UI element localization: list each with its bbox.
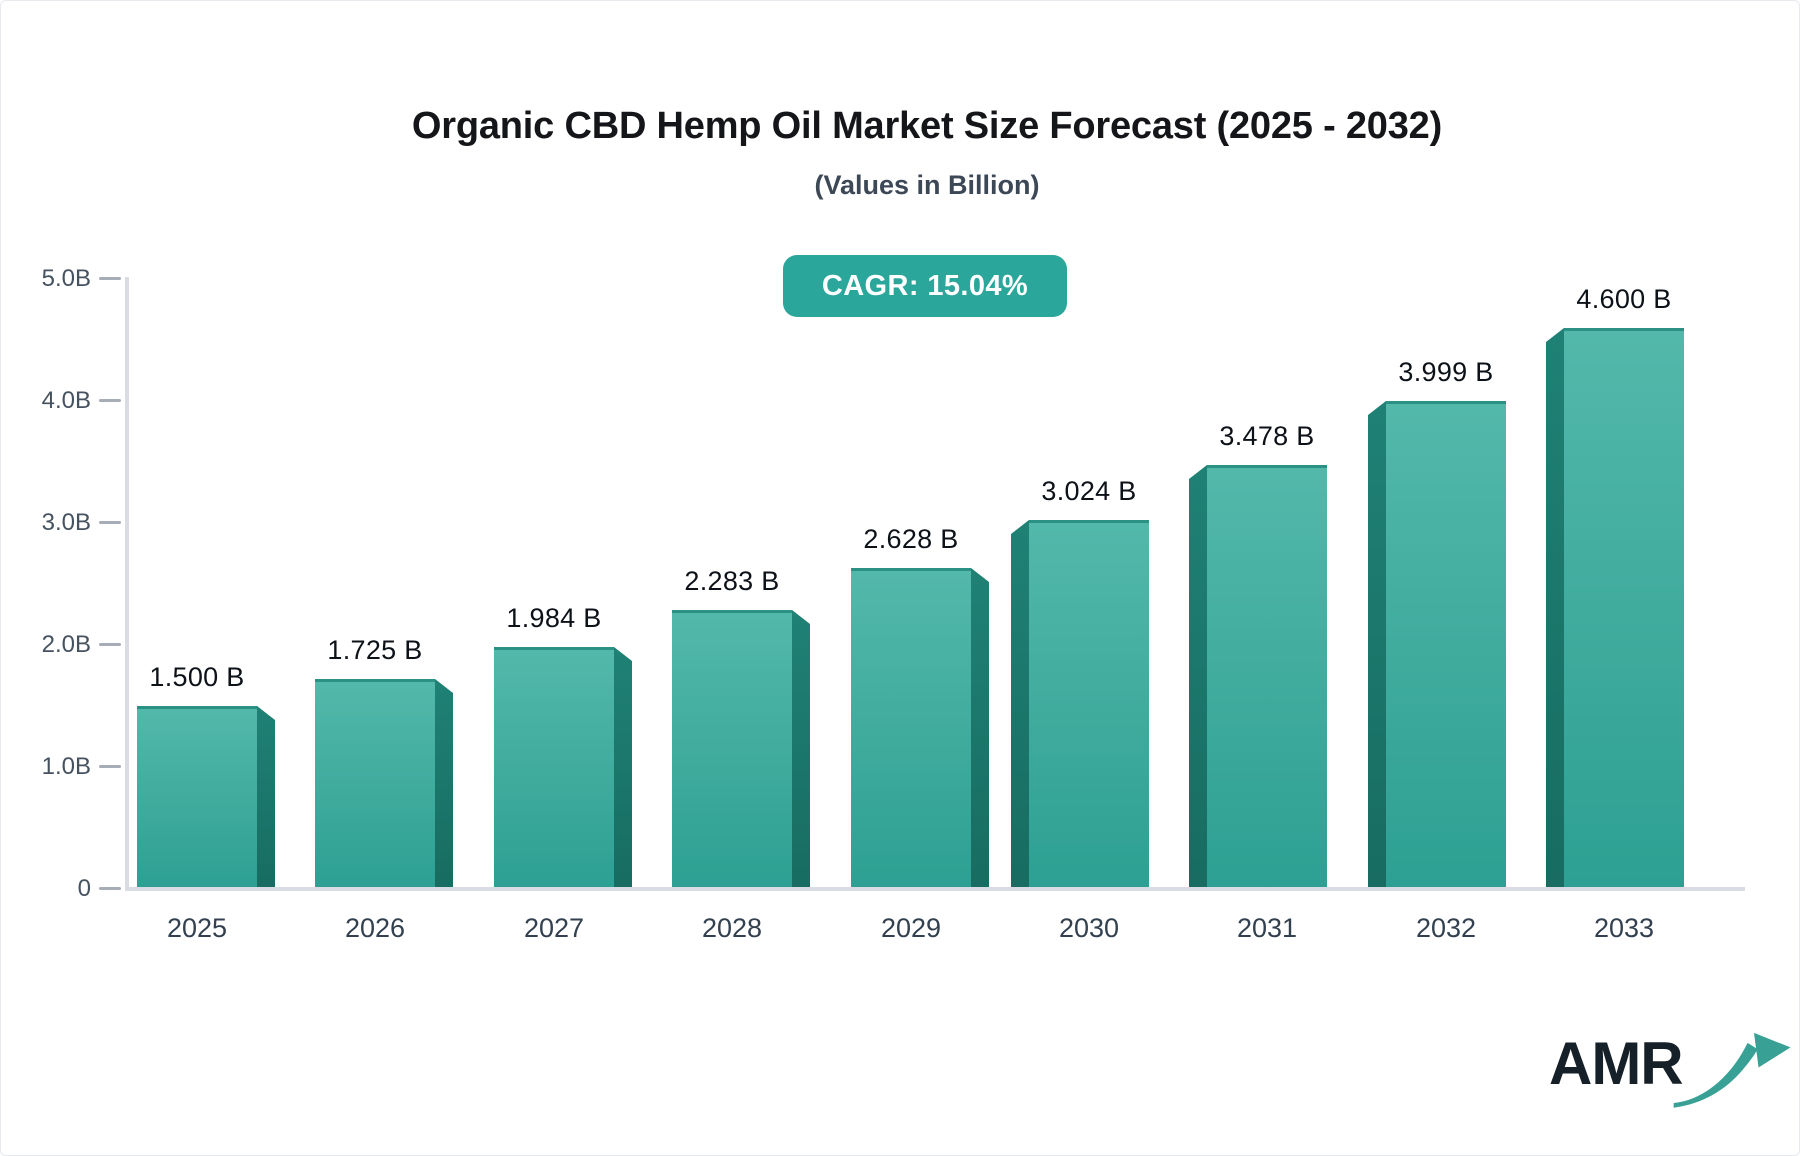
y-axis-tick-label: 1.0B <box>41 753 91 780</box>
bar-value-label: 1.984 B <box>506 603 602 633</box>
x-axis-line <box>125 887 1745 891</box>
bar-2027 <box>494 647 614 887</box>
amr-logo: AMR <box>1549 1029 1793 1115</box>
logo-arrow-icon <box>1673 1032 1791 1108</box>
bar-value-label: 4.600 B <box>1576 284 1672 314</box>
y-axis-line <box>125 277 129 889</box>
x-axis-label: 2030 <box>1058 913 1120 943</box>
x-axis-label: 2031 <box>1236 913 1298 943</box>
bar-2028 <box>672 610 792 887</box>
bar-side-2025 <box>257 706 275 887</box>
bar-side-2026 <box>435 679 453 887</box>
bar-value-label: 1.725 B <box>327 635 423 665</box>
bar-2025 <box>137 706 257 887</box>
bar-value-label: 3.024 B <box>1041 476 1137 506</box>
x-axis-label: 2029 <box>880 913 942 943</box>
y-axis-tick-label: 5.0B <box>41 265 91 292</box>
x-axis-label: 2025 <box>166 913 228 943</box>
chart-subtitle: (Values in Billion) <box>814 170 1040 200</box>
bar-side-2027 <box>614 647 632 887</box>
y-axis-tick-mark <box>99 887 121 890</box>
bar-2032 <box>1386 401 1506 887</box>
bar-value-label: 3.999 B <box>1398 357 1494 387</box>
bar-value-label: 1.500 B <box>149 662 245 692</box>
y-axis-tick-mark <box>99 399 121 402</box>
logo-text: AMR <box>1549 1030 1684 1097</box>
y-axis-tick-mark <box>99 765 121 768</box>
bar-side-2033 <box>1546 328 1564 887</box>
bar-2033 <box>1564 328 1684 887</box>
y-axis-tick-label: 2.0B <box>41 631 91 658</box>
bar-side-2029 <box>971 568 989 887</box>
bar-side-2032 <box>1368 401 1386 887</box>
y-axis-tick-label: 0 <box>77 875 91 902</box>
bar-2031 <box>1207 465 1327 887</box>
y-axis-tick-mark <box>99 277 121 280</box>
bar-side-2031 <box>1189 465 1207 887</box>
bar-2030 <box>1029 520 1149 887</box>
x-axis-label: 2028 <box>701 913 763 943</box>
x-axis-label: 2027 <box>523 913 585 943</box>
chart-header: Organic CBD Hemp Oil Market Size Forecas… <box>53 1 1799 201</box>
x-axis-label: 2033 <box>1593 913 1655 943</box>
bar-side-2028 <box>792 610 810 887</box>
bar-side-2030 <box>1011 520 1029 887</box>
bar-2029 <box>851 568 971 887</box>
bar-value-label: 2.283 B <box>684 566 780 596</box>
chart-title: Organic CBD Hemp Oil Market Size Forecas… <box>411 105 1443 147</box>
bar-value-label: 3.478 B <box>1219 421 1315 451</box>
x-axis-label: 2032 <box>1415 913 1477 943</box>
y-axis-tick-label: 4.0B <box>41 387 91 414</box>
y-axis-tick-mark <box>99 521 121 524</box>
y-axis-tick-label: 3.0B <box>41 509 91 536</box>
cagr-badge: CAGR: 15.04% <box>783 255 1067 317</box>
x-axis-label: 2026 <box>344 913 406 943</box>
bar-2026 <box>315 679 435 887</box>
y-axis-tick-mark <box>99 643 121 646</box>
bar-value-label: 2.628 B <box>863 524 959 554</box>
